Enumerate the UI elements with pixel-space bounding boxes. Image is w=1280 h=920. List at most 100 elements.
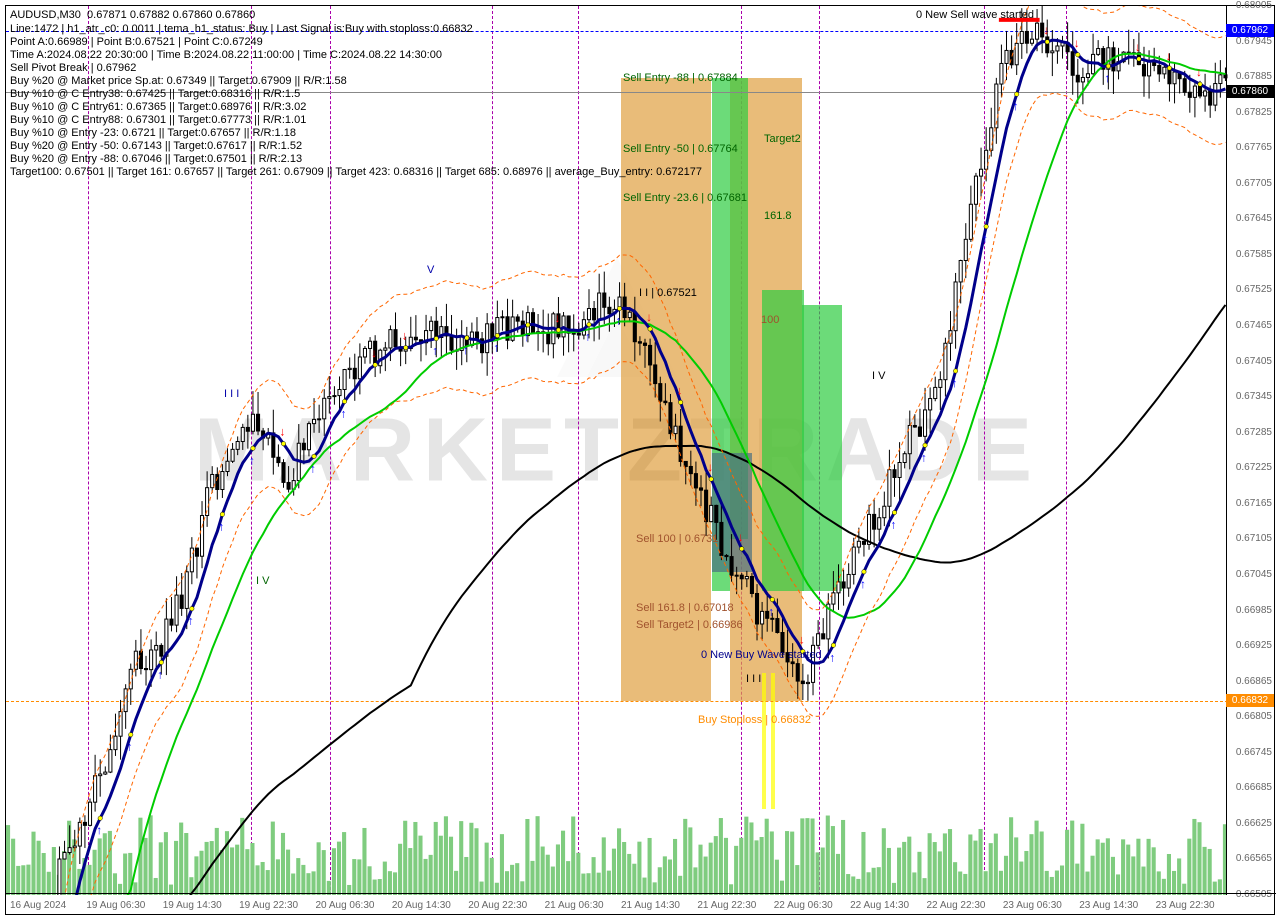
annotation: Sell 161.8 | 0.67018 bbox=[636, 602, 734, 614]
svg-text:↑: ↑ bbox=[890, 518, 896, 532]
y-tick: 0.66985 bbox=[1236, 605, 1272, 616]
svg-text:↑: ↑ bbox=[96, 823, 102, 837]
svg-text:↓: ↓ bbox=[1165, 49, 1171, 63]
x-tick: 23 Aug 06:30 bbox=[1003, 900, 1062, 911]
x-tick: 22 Aug 22:30 bbox=[927, 900, 986, 911]
price-tag: 0.67860 bbox=[1226, 85, 1274, 98]
y-tick: 0.67045 bbox=[1236, 569, 1272, 580]
x-tick: 22 Aug 14:30 bbox=[850, 900, 909, 911]
info-line: Buy %20 @ Market price Sp.at: 0.67349 ||… bbox=[10, 74, 347, 88]
info-line: Buy %10 @ C Entry88: 0.67301 || Target:0… bbox=[10, 113, 306, 127]
zone bbox=[712, 453, 752, 572]
annotation: V bbox=[427, 264, 434, 276]
svg-text:↑: ↑ bbox=[218, 519, 224, 533]
y-tick: 0.67585 bbox=[1236, 249, 1272, 260]
svg-text:↑: ↑ bbox=[1013, 99, 1019, 113]
symbol-header: AUDUSD,M30 0.67871 0.67882 0.67860 0.678… bbox=[10, 8, 255, 22]
info-line: Time A:2024.08.22 20:30:00 | Time B:2024… bbox=[10, 48, 442, 62]
annotation: I V bbox=[256, 575, 269, 587]
svg-text:↓: ↓ bbox=[1196, 65, 1202, 79]
svg-text:↑: ↑ bbox=[463, 343, 469, 357]
y-tick: 0.67285 bbox=[1236, 427, 1272, 438]
y-tick: 0.67225 bbox=[1236, 462, 1272, 473]
svg-text:↑: ↑ bbox=[341, 406, 347, 420]
y-axis: 0.680050.679450.678850.678250.677650.677… bbox=[1226, 6, 1274, 895]
y-tick: 0.66625 bbox=[1236, 818, 1272, 829]
info-line: Line:1472 | h1_atr_c0: 0.0011 | tema_h1_… bbox=[10, 22, 473, 36]
info-line: Buy %20 @ Entry -50: 0.67143 || Target:0… bbox=[10, 139, 302, 153]
plot-area[interactable]: MARKETZTRADE ↑↑↑↑↑↑↑↑↓↑↑↓↓↑↑↑↑↓↑↑↓↓↓↓↑↓↑… bbox=[6, 6, 1228, 895]
info-line: Buy %20 @ Entry -88: 0.67046 || Target:0… bbox=[10, 152, 302, 166]
info-line: Buy %10 @ C Entry61: 0.67365 || Target:0… bbox=[10, 100, 306, 114]
x-tick: 21 Aug 06:30 bbox=[545, 900, 604, 911]
x-tick: 23 Aug 22:30 bbox=[1156, 900, 1215, 911]
annotation: I I | 0.67521 bbox=[639, 287, 697, 299]
info-line: Buy %10 @ C Entry38: 0.67425 || Target:0… bbox=[10, 87, 300, 101]
zone bbox=[762, 290, 804, 590]
annotation: I I I bbox=[746, 673, 761, 685]
price-tag: 0.67962 bbox=[1226, 24, 1274, 37]
x-tick: 23 Aug 14:30 bbox=[1079, 900, 1138, 911]
annotation: Sell Entry -50 | 0.67764 bbox=[623, 143, 738, 155]
y-tick: 0.67345 bbox=[1236, 391, 1272, 402]
annotation: 100 bbox=[761, 314, 779, 326]
x-tick: 20 Aug 22:30 bbox=[468, 900, 527, 911]
price-tag: 0.66832 bbox=[1226, 694, 1274, 707]
hline bbox=[6, 701, 1228, 702]
y-tick: 0.67885 bbox=[1236, 71, 1272, 82]
vline bbox=[330, 6, 331, 895]
svg-text:↑: ↑ bbox=[493, 341, 499, 355]
x-tick: 19 Aug 22:30 bbox=[239, 900, 298, 911]
vline bbox=[578, 6, 579, 895]
y-tick: 0.67705 bbox=[1236, 178, 1272, 189]
y-tick: 0.67825 bbox=[1236, 107, 1272, 118]
y-tick: 0.66865 bbox=[1236, 676, 1272, 687]
svg-text:↑: ↑ bbox=[127, 740, 133, 754]
svg-text:↓: ↓ bbox=[279, 425, 285, 439]
annotation: Buy Stoploss | 0.66832 bbox=[698, 714, 811, 726]
x-axis: 16 Aug 202419 Aug 06:3019 Aug 14:3019 Au… bbox=[6, 893, 1276, 914]
y-tick: 0.66805 bbox=[1236, 711, 1272, 722]
svg-text:↑: ↑ bbox=[310, 461, 316, 475]
annotation: Sell Target2 | 0.66986 bbox=[636, 619, 743, 631]
y-tick: 0.67105 bbox=[1236, 533, 1272, 544]
svg-text:↓: ↓ bbox=[1074, 36, 1080, 50]
chart-container[interactable]: MARKETZTRADE ↑↑↑↑↑↑↑↑↓↑↑↓↓↑↑↑↑↓↑↑↓↓↓↓↑↓↑… bbox=[5, 5, 1275, 915]
x-tick: 20 Aug 06:30 bbox=[316, 900, 375, 911]
svg-text:↑: ↑ bbox=[432, 344, 438, 358]
svg-text:↓: ↓ bbox=[402, 329, 408, 343]
vline bbox=[984, 6, 985, 895]
svg-text:↑: ↑ bbox=[860, 577, 866, 591]
annotation: 161.8 bbox=[764, 210, 792, 222]
annotation: 0 New Buy Wave started bbox=[701, 649, 822, 661]
y-tick: 0.67645 bbox=[1236, 213, 1272, 224]
annotation: Sell Entry -23.6 | 0.67681 bbox=[623, 192, 747, 204]
y-tick: 0.66925 bbox=[1236, 640, 1272, 651]
zone bbox=[802, 305, 842, 591]
annotation: Sell Entry -88 | 0.67884 bbox=[623, 72, 738, 84]
annotation: I I I bbox=[224, 388, 239, 400]
x-tick: 19 Aug 14:30 bbox=[163, 900, 222, 911]
y-tick: 0.67405 bbox=[1236, 356, 1272, 367]
svg-text:↓: ↓ bbox=[1043, 23, 1049, 37]
annotation: I V bbox=[872, 370, 885, 382]
svg-text:↑: ↑ bbox=[1104, 71, 1110, 85]
y-tick: 0.67765 bbox=[1236, 142, 1272, 153]
vline bbox=[492, 6, 493, 895]
y-tick: 0.66565 bbox=[1236, 853, 1272, 864]
info-line: Point A:0.66989 | Point B:0.67521 | Poin… bbox=[10, 35, 263, 49]
vline bbox=[1066, 6, 1067, 895]
x-tick: 16 Aug 2024 bbox=[10, 900, 66, 911]
svg-text:↓: ↓ bbox=[371, 346, 377, 360]
info-line: Target100: 0.67501 || Target 161: 0.6765… bbox=[10, 165, 702, 179]
svg-text:↑: ↑ bbox=[952, 376, 958, 390]
svg-text:↑: ↑ bbox=[157, 667, 163, 681]
x-tick: 22 Aug 06:30 bbox=[774, 900, 833, 911]
zone bbox=[771, 673, 775, 809]
x-tick: 21 Aug 22:30 bbox=[697, 900, 756, 911]
info-line: Sell Pivot Break | 0.67962 bbox=[10, 61, 136, 75]
x-tick: 21 Aug 14:30 bbox=[621, 900, 680, 911]
y-tick: 0.67465 bbox=[1236, 320, 1272, 331]
info-line: Buy %10 @ Entry -23: 0.6721 || Target:0.… bbox=[10, 126, 296, 140]
x-tick: 20 Aug 14:30 bbox=[392, 900, 451, 911]
